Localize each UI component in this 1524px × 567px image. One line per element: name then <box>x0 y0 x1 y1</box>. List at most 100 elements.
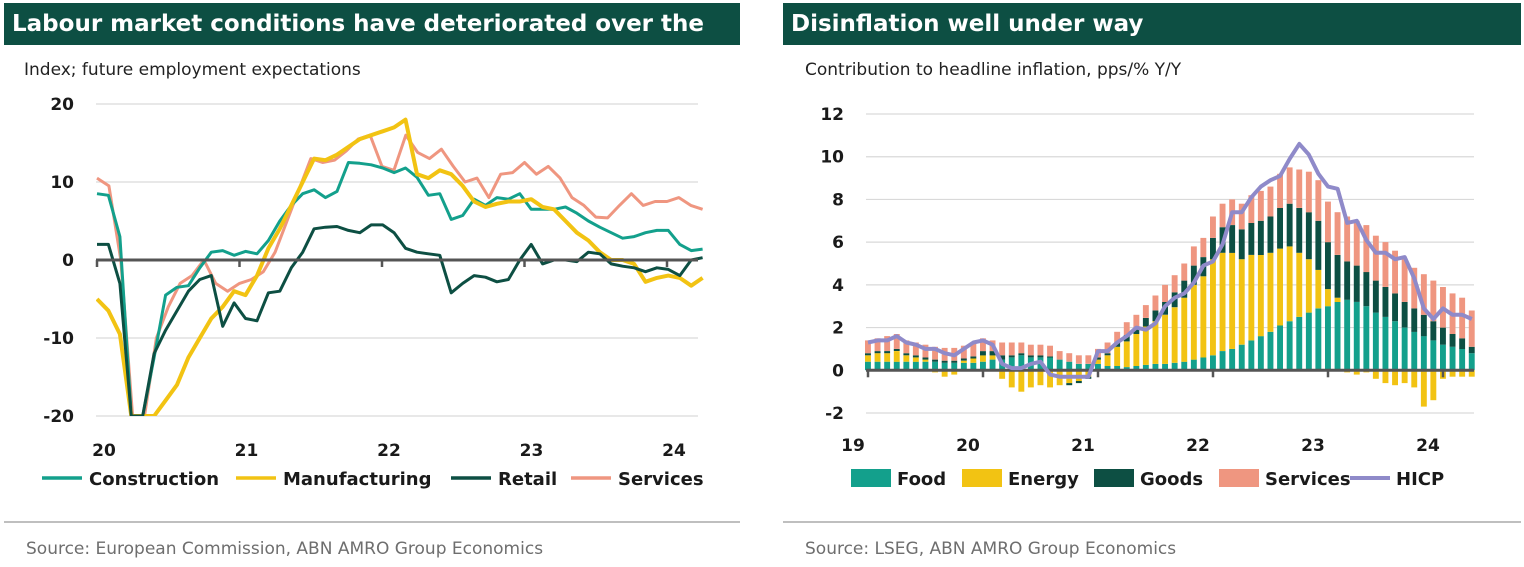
bar-segment-services <box>874 338 881 352</box>
bar-segment-goods <box>874 351 881 354</box>
bar-segment-goods <box>1305 212 1312 260</box>
bar-segment-energy <box>1008 370 1015 388</box>
bar-segment-energy <box>874 353 881 362</box>
bar-segment-goods <box>1430 321 1437 341</box>
legend-swatch-energy <box>962 469 1002 487</box>
bar-segment-energy <box>1257 255 1264 337</box>
bar-segment-food <box>1095 363 1101 371</box>
bar-segment-goods <box>1372 280 1379 313</box>
bar-segment-food <box>1047 357 1053 371</box>
bar-segment-energy <box>1468 370 1475 377</box>
bar-segment-goods <box>1152 310 1159 322</box>
legend-label-hicp: HICP <box>1396 469 1444 490</box>
bar-segment-food <box>893 361 900 371</box>
x-tick-label: 21 <box>1071 436 1095 456</box>
bar-segment-energy <box>1037 370 1044 386</box>
bar-segment-food <box>1353 301 1360 371</box>
y-tick-label: 12 <box>820 105 844 125</box>
legend-label-food: Food <box>897 469 946 490</box>
bar-segment-food <box>1181 361 1188 371</box>
bar-segment-services <box>1315 180 1322 221</box>
bar-segment-food <box>980 361 986 371</box>
x-tick-label: 22 <box>377 441 401 461</box>
bar-segment-goods <box>1440 327 1446 345</box>
bar-segment-goods <box>865 353 871 356</box>
bar-segment-energy <box>1171 307 1178 363</box>
right-chart-title: Disinflation well under way <box>783 3 1521 45</box>
bar-segment-food <box>1142 364 1149 371</box>
bar-segment-services <box>1181 263 1188 281</box>
bar-segment-food <box>1267 331 1274 371</box>
bar-segment-goods <box>1181 280 1188 298</box>
bar-segment-services <box>1114 331 1121 343</box>
series-line-manufacturing <box>96 117 704 416</box>
series-line-hicp <box>867 141 1473 379</box>
bar-segment-energy <box>1286 246 1293 322</box>
bar-segment-energy <box>903 355 910 362</box>
bar-segment-energy <box>1152 321 1159 364</box>
y-tick-label: 0 <box>832 361 844 381</box>
bar-segment-food <box>1401 327 1408 371</box>
legend-label-retail: Retail <box>498 469 557 490</box>
bar-segment-food <box>1372 312 1379 371</box>
bar-segment-energy <box>1325 289 1331 307</box>
series-line-services <box>96 133 704 416</box>
bar-segment-services <box>1133 314 1140 328</box>
bar-segment-food <box>941 362 948 371</box>
left-chart-panel: Labour market conditions have deteriorat… <box>0 0 745 567</box>
bar-segment-services <box>1296 169 1303 208</box>
bar-segment-goods <box>1104 353 1111 356</box>
bar-segment-energy <box>941 370 948 377</box>
bar-segment-energy <box>1449 370 1456 377</box>
bar-segment-energy <box>980 355 986 362</box>
bar-segment-services <box>1210 216 1216 238</box>
bar-segment-food <box>1440 344 1446 371</box>
bar-segment-energy <box>865 355 871 362</box>
bar-segment-energy <box>1277 248 1283 326</box>
bar-segment-services <box>1142 305 1149 318</box>
bar-segment-food <box>970 362 977 371</box>
bar-segment-energy <box>1267 252 1274 332</box>
y-tick-label: -20 <box>43 407 74 427</box>
bar-segment-goods <box>1018 353 1025 356</box>
bar-segment-food <box>1363 306 1370 371</box>
bar-segment-goods <box>1142 318 1149 327</box>
bar-segment-energy <box>1018 370 1025 392</box>
legend-label-energy: Energy <box>1008 469 1079 490</box>
bar-segment-food <box>1257 336 1264 371</box>
x-tick-label: 20 <box>956 436 980 456</box>
bar-segment-services <box>1152 295 1159 311</box>
bar-segment-energy <box>960 360 967 363</box>
bar-segment-energy <box>951 370 958 375</box>
bar-segment-goods <box>1363 272 1370 307</box>
bar-segment-goods <box>1229 225 1236 253</box>
bar-segment-food <box>1104 366 1111 371</box>
bar-segment-services <box>1056 351 1063 360</box>
bar-segment-services <box>1219 203 1226 228</box>
y-tick-label: 20 <box>50 95 74 115</box>
bar-segment-goods <box>1133 327 1140 334</box>
bar-segment-goods <box>1315 220 1322 270</box>
bar-segment-food <box>1420 336 1427 371</box>
bar-segment-goods <box>1353 265 1360 302</box>
bar-segment-services <box>1085 355 1092 364</box>
bar-segment-services <box>1372 235 1379 281</box>
bar-segment-energy <box>1392 370 1398 386</box>
bar-segment-energy <box>1027 370 1034 388</box>
bar-segment-food <box>1056 359 1063 371</box>
bar-segment-goods <box>1277 208 1283 249</box>
bar-segment-goods <box>1286 203 1293 247</box>
bar-segment-food <box>1133 366 1140 371</box>
employment-expectations-chart: 20 10 0 -10 -20 20 21 22 23 24 Construction Manufac… <box>42 95 704 490</box>
bar-segment-goods <box>1296 208 1303 253</box>
bar-segment-services <box>1200 237 1207 258</box>
bar-segment-goods <box>1248 222 1255 255</box>
bar-segment-goods <box>932 359 938 362</box>
bar-segment-goods <box>1027 355 1034 358</box>
x-tick-label: 21 <box>235 441 259 461</box>
bar-segment-energy <box>970 358 977 363</box>
bar-segment-energy <box>1430 370 1437 401</box>
bar-segment-services <box>1008 342 1015 356</box>
bar-segment-services <box>1104 342 1111 354</box>
bar-segment-energy <box>1353 370 1360 375</box>
